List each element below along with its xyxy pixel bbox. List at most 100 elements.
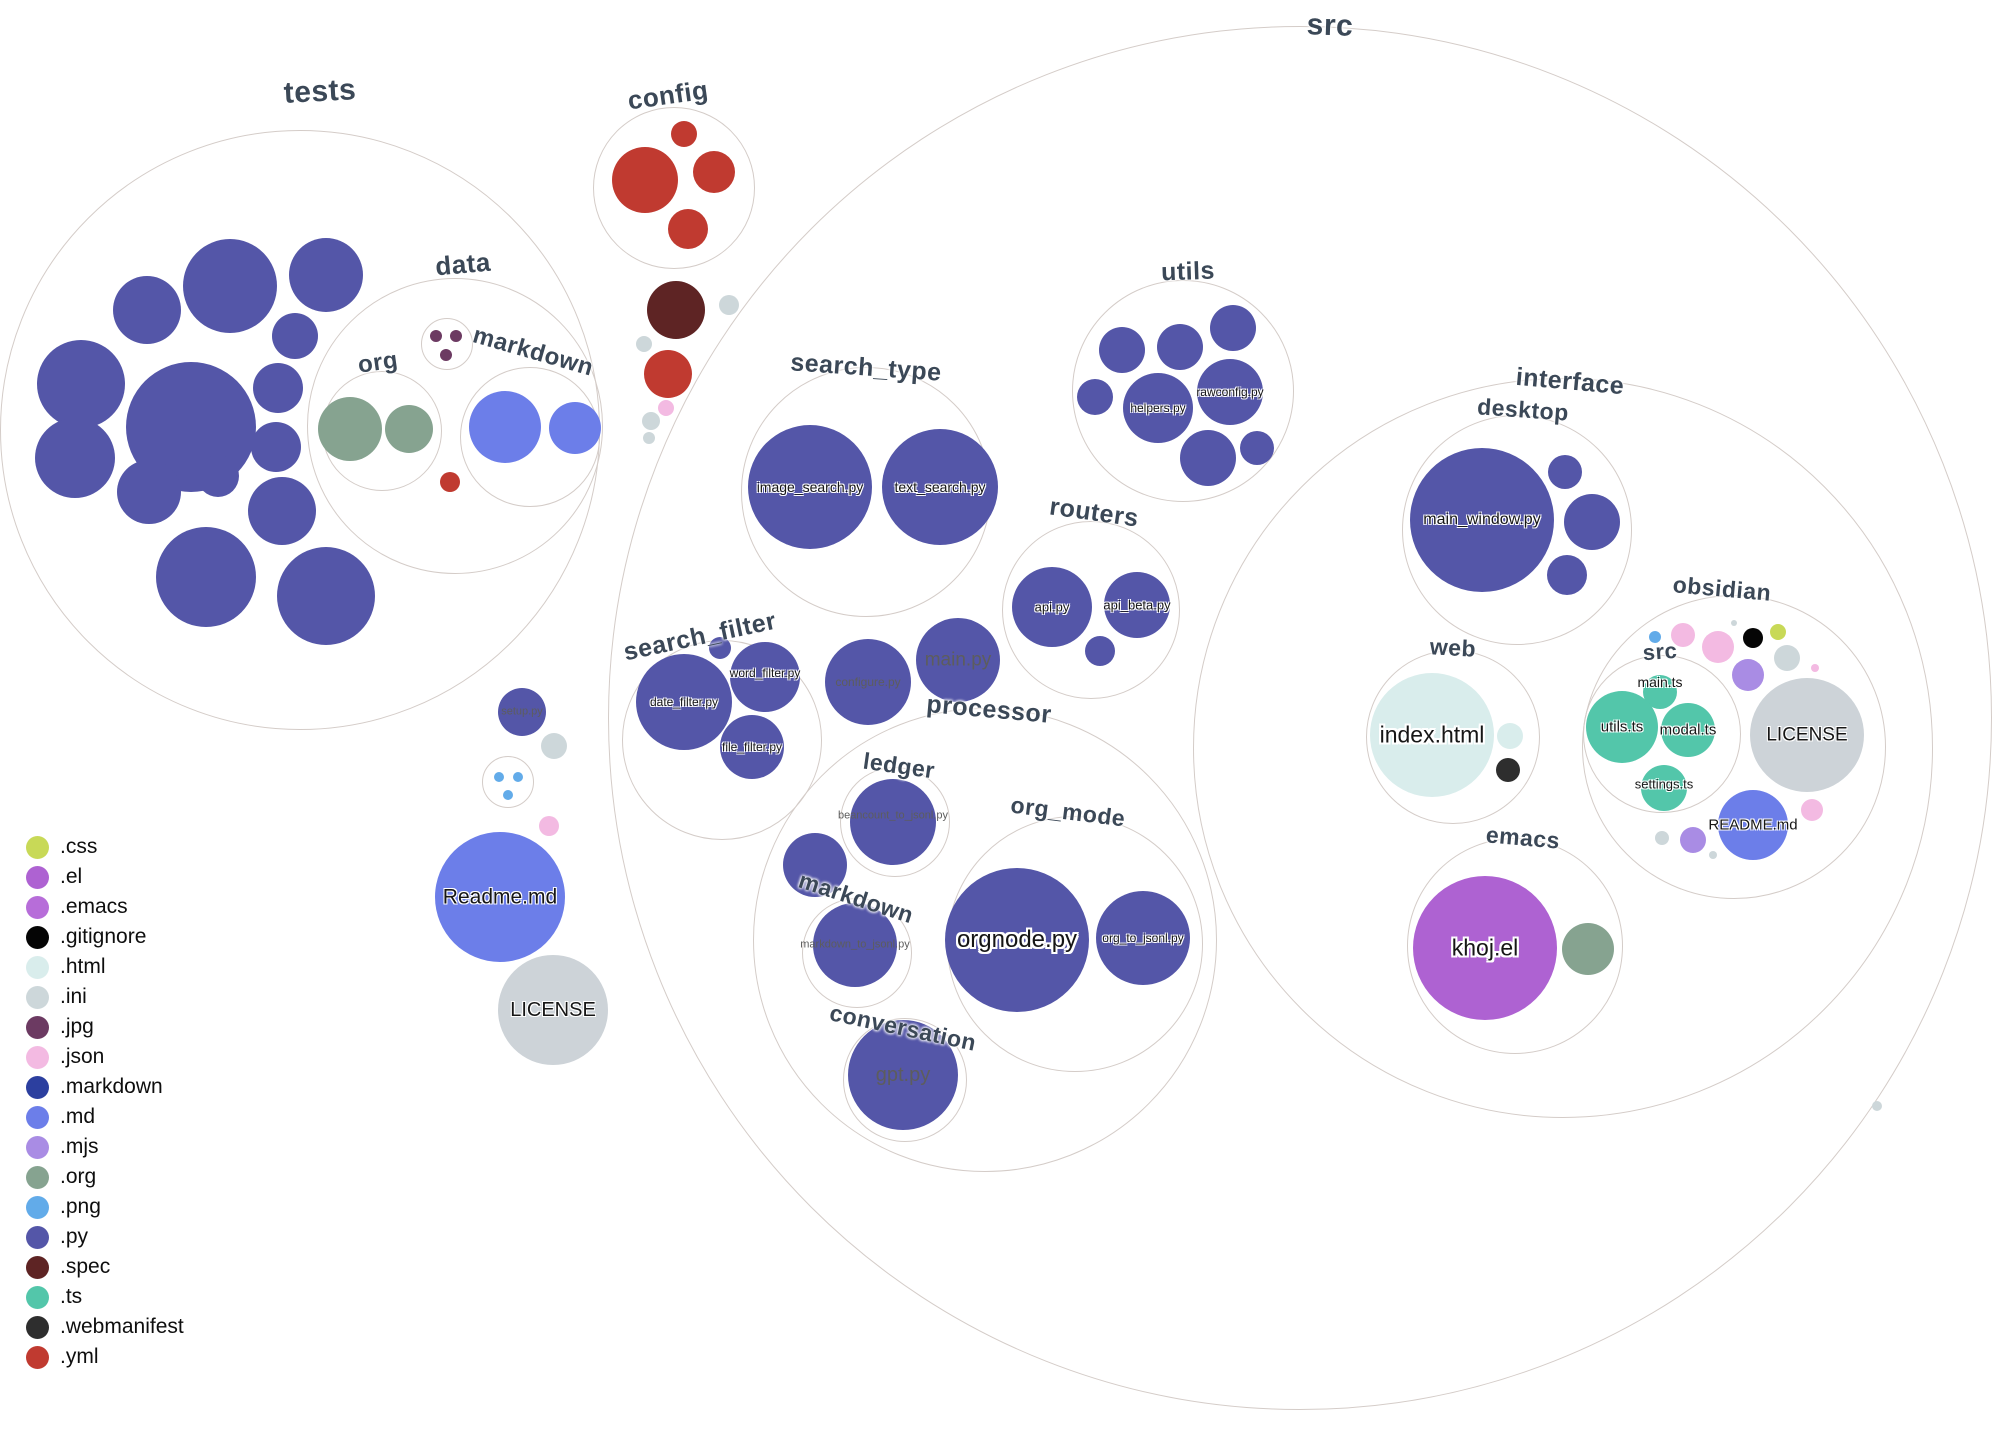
legend-item-markdown: .markdown	[26, 1072, 163, 1102]
dir-label-utils: utils	[1160, 256, 1216, 287]
file-circle-data-yml-1	[440, 472, 460, 492]
file-circle-data-md-2	[549, 402, 601, 454]
dir-label-tests: tests	[282, 73, 358, 110]
file-label-orgnode.py: orgnode.py	[956, 926, 1078, 953]
legend-swatch-webmanifest	[26, 1315, 49, 1339]
file-circle-index.html	[1370, 673, 1494, 797]
file-circle-desktop-py-2	[1564, 494, 1620, 550]
legend-label-md: .md	[60, 1105, 96, 1128]
file-label-date_filter.py: date_filter.py	[649, 695, 719, 709]
dir-circle-ledger	[840, 767, 950, 877]
file-circle-obsidian-ini-3	[1655, 831, 1669, 845]
dir-circle-obsidian	[1582, 595, 1886, 899]
legend-item-el: .el	[26, 862, 82, 892]
file-label-markdown_to_jsonl.py: markdown_to_jsonl.py	[800, 938, 910, 951]
legend-label-yml: .yml	[60, 1345, 99, 1368]
file-circle-file_filter.py	[720, 715, 784, 779]
file-label-LICENSE-root: LICENSE	[510, 999, 596, 1021]
file-circle-root-ini-4	[643, 432, 655, 444]
file-circle-data-jpg-2	[450, 330, 462, 342]
legend-label-py: .py	[60, 1225, 89, 1248]
file-circle-tests-py-12	[248, 477, 316, 545]
file-label-settings.ts: settings.ts	[1634, 776, 1694, 792]
file-label-text_search.py: text_search.py	[894, 479, 986, 495]
file-circle-api_beta.py	[1104, 572, 1170, 638]
file-label-main.ts: main.ts	[1637, 674, 1683, 690]
dir-circle-markdown-data	[460, 367, 600, 507]
legend-swatch-py	[26, 1225, 49, 1249]
file-circle-obsidian-ini-2	[1774, 645, 1800, 671]
legend-swatch-gitignore	[26, 925, 49, 949]
file-label-README.md: README.md	[1708, 816, 1798, 834]
file-circle-tests-py-13	[156, 527, 256, 627]
file-circle-orgnode.py	[945, 868, 1089, 1012]
file-circle-LICENSE-root	[498, 955, 608, 1065]
file-label-file_filter.py: file_filter.py	[721, 740, 783, 754]
file-circle-word_filter.py	[730, 642, 800, 712]
file-label-main_window.py: main_window.py	[1423, 511, 1541, 528]
legend-label-html: .html	[60, 955, 106, 978]
file-label-khoj.el: khoj.el	[1451, 934, 1519, 961]
dir-circle-src-obsidian	[1583, 655, 1741, 813]
file-circle-root-ini-1	[719, 295, 739, 315]
file-label-api.py: api.py	[1034, 599, 1070, 615]
file-label-main.py: main.py	[924, 649, 992, 671]
legend-swatch-md	[26, 1105, 49, 1129]
file-circle-obsidian-json-1	[1671, 623, 1695, 647]
file-circle-obsidian-ini-4	[1709, 851, 1717, 859]
file-circle-README.md	[1718, 790, 1788, 860]
file-label-rawconfig.py: rawconfig.py	[1196, 385, 1264, 399]
legend-item-html: .html	[26, 952, 106, 982]
file-circle-data-jpg-3	[440, 349, 452, 361]
file-circle-obsidian-json-4	[1801, 799, 1823, 821]
legend-label-png: .png	[60, 1195, 101, 1218]
file-circle-text_search.py	[882, 429, 998, 545]
file-circle-tests-py-2	[113, 276, 181, 344]
file-circle-utils-py-6	[1240, 431, 1274, 465]
legend-swatch-ts	[26, 1285, 49, 1309]
file-circle-desktop-py-3	[1547, 555, 1587, 595]
file-circle-root-png-1	[494, 772, 504, 782]
file-label-word_filter.py: word_filter.py	[729, 666, 801, 680]
dir-circle-config	[593, 107, 755, 269]
file-circle-emacs-org-1	[1562, 923, 1614, 975]
legend-item-ini: .ini	[26, 982, 87, 1012]
file-circle-khoj.el	[1413, 876, 1557, 1020]
file-circle-data-org-2	[385, 405, 433, 453]
file-circle-web-html-1	[1497, 723, 1523, 749]
file-label-image_search.py: image_search.py	[756, 479, 864, 495]
file-circle-data-org-1	[318, 397, 382, 461]
file-label-utils.ts: utils.ts	[1600, 718, 1644, 736]
dir-circle-png-group	[482, 756, 534, 808]
file-circle-root-png-2	[513, 772, 523, 782]
dir-circle-emacs	[1407, 838, 1623, 1054]
file-circle-tests-py-10	[117, 460, 181, 524]
legend-label-markdown: .markdown	[60, 1075, 163, 1098]
file-circle-routers-py-1	[1085, 636, 1115, 666]
legend-item-spec: .spec	[26, 1252, 110, 1282]
file-circle-markdown_to_jsonl.py	[813, 903, 897, 987]
legend-swatch-css	[26, 835, 49, 859]
legend-swatch-png	[26, 1195, 49, 1219]
legend-swatch-markdown	[26, 1075, 49, 1099]
file-circle-modal.ts	[1661, 703, 1715, 757]
legend-swatch-spec	[26, 1255, 49, 1279]
legend-label-el: .el	[60, 865, 83, 888]
file-circle-utils-py-2	[1157, 324, 1203, 370]
dir-circle-src	[608, 26, 1992, 1410]
file-circle-tests-py-5	[37, 340, 125, 428]
dir-label-org: org	[356, 346, 400, 379]
dir-circle-markdown-processor	[802, 898, 912, 1008]
dir-label-desktop: desktop	[1476, 393, 1570, 426]
file-circle-processor-py-1	[783, 833, 847, 897]
file-circle-obsidian-json-2	[1702, 631, 1734, 663]
file-circle-configure.py	[825, 639, 911, 725]
legend-item-org: .org	[26, 1162, 96, 1192]
file-label-Readme.md: Readme.md	[442, 885, 558, 909]
file-circle-gpt.py	[848, 1020, 958, 1130]
legend-label-ts: .ts	[60, 1285, 83, 1308]
legend-label-ini: .ini	[60, 985, 87, 1008]
legend-item-gitignore: .gitignore	[26, 922, 146, 952]
file-circle-Readme.md	[435, 832, 565, 962]
